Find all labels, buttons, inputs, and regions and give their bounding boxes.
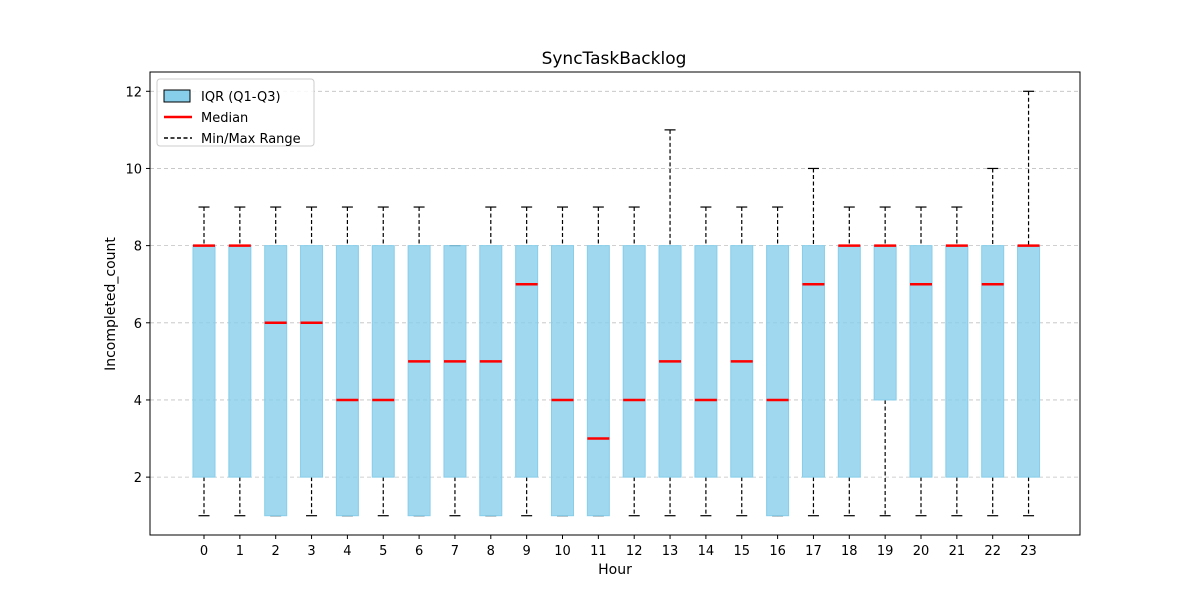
iqr-boxes <box>192 245 1041 517</box>
x-tick-label: 0 <box>200 544 208 559</box>
iqr-box <box>192 245 216 478</box>
x-tick-label: 18 <box>841 544 858 559</box>
legend-label: Median <box>201 111 248 126</box>
legend-swatch-iqr <box>163 89 191 103</box>
x-tick-label: 19 <box>877 544 894 559</box>
iqr-box <box>515 245 539 478</box>
legend-label: Min/Max Range <box>201 132 301 147</box>
y-axis-title: Incompleted_count <box>103 237 119 371</box>
iqr-box <box>407 245 431 517</box>
x-tick-label: 5 <box>379 544 387 559</box>
iqr-box <box>766 245 790 517</box>
x-tick-label: 4 <box>343 544 351 559</box>
iqr-box <box>551 245 574 517</box>
x-tick-label: 2 <box>272 544 280 559</box>
iqr-box <box>622 245 646 478</box>
iqr-box <box>909 245 933 478</box>
iqr-box <box>479 245 503 517</box>
x-tick-label: 7 <box>451 544 459 559</box>
plot-frame <box>149 71 1081 536</box>
iqr-box <box>694 245 718 478</box>
iqr-box <box>371 245 395 478</box>
x-tick-label: 9 <box>523 544 531 559</box>
iqr-box <box>586 245 610 517</box>
x-axis-title: Hour <box>598 562 632 578</box>
y-tick-label: 6 <box>134 317 142 332</box>
x-tick-label: 15 <box>733 544 750 559</box>
whiskers <box>198 90 1035 517</box>
iqr-box <box>335 245 359 517</box>
legend-label: IQR (Q1-Q3) <box>201 90 281 105</box>
x-tick-label: 20 <box>913 544 930 559</box>
iqr-box <box>837 245 861 478</box>
x-tick-label: 16 <box>769 544 786 559</box>
iqr-box <box>801 245 825 478</box>
chart-title: SyncTaskBacklog <box>542 49 687 69</box>
iqr-box <box>873 245 897 401</box>
x-tick-label: 1 <box>236 544 244 559</box>
x-tick-label: 17 <box>805 544 822 559</box>
x-tick-label: 21 <box>949 544 966 559</box>
y-tick-label: 8 <box>134 240 142 255</box>
gridlines <box>150 90 1080 478</box>
legend-frame <box>156 78 315 147</box>
x-tick-label: 23 <box>1020 544 1037 559</box>
y-tick-label: 12 <box>125 85 142 100</box>
x-tick-label: 6 <box>415 544 423 559</box>
x-tick-label: 8 <box>487 544 495 559</box>
iqr-box <box>228 245 252 478</box>
iqr-box <box>981 245 1005 478</box>
iqr-box <box>1017 245 1041 478</box>
y-tick-label: 4 <box>134 394 142 409</box>
x-tick-label: 11 <box>590 544 607 559</box>
x-tick-label: 13 <box>662 544 679 559</box>
x-tick-label: 22 <box>984 544 1001 559</box>
y-tick-label: 2 <box>134 471 142 486</box>
x-tick-label: 10 <box>554 544 571 559</box>
x-axis-ticks: 0 1 2 3 4 5 6 7 8 9 10 11 12 13 14 15 16 17 18 19 20 21 22 23 <box>200 535 1037 559</box>
legend: IQR (Q1-Q3) Median Min/Max Range <box>156 78 315 147</box>
iqr-box <box>945 245 969 478</box>
y-axis-ticks: 2 4 6 8 10 12 <box>125 85 150 486</box>
iqr-box <box>300 245 324 478</box>
x-tick-label: 12 <box>626 544 643 559</box>
iqr-box <box>264 245 288 517</box>
x-tick-label: 14 <box>698 544 715 559</box>
x-tick-label: 3 <box>307 544 315 559</box>
y-tick-label: 10 <box>125 162 142 177</box>
median-lines <box>193 244 1040 440</box>
